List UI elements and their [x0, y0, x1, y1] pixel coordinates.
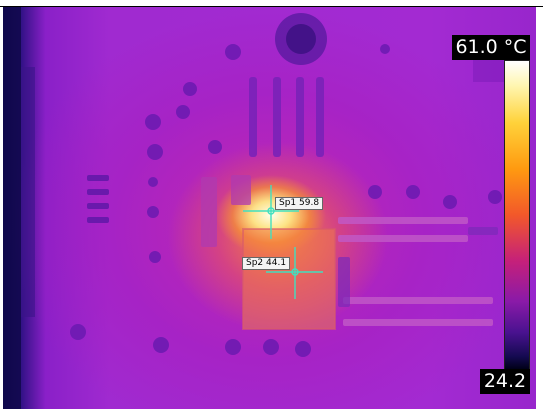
spot1-label: Sp1 59.8: [275, 197, 324, 210]
crosshair-sp2: [266, 247, 323, 299]
top-border: [0, 6, 543, 7]
thermal-image: [3, 7, 536, 409]
scale-min-label: 24.2: [480, 369, 530, 394]
crosshair-sp1: [243, 185, 299, 239]
color-scale-bar: [504, 60, 530, 370]
spot2-label: Sp2 44.1: [242, 257, 291, 270]
scale-max-label: 61.0 °C: [452, 35, 530, 60]
pcb-features: [3, 7, 523, 409]
